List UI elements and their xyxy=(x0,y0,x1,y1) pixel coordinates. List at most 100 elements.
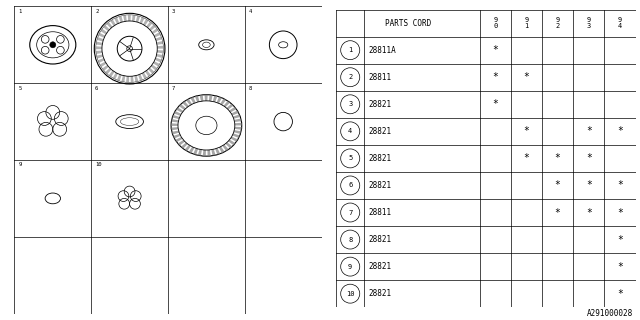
Polygon shape xyxy=(173,134,180,139)
Polygon shape xyxy=(200,95,204,101)
Polygon shape xyxy=(136,16,140,22)
Polygon shape xyxy=(154,32,161,37)
Text: 8: 8 xyxy=(248,85,252,91)
Text: 9
1: 9 1 xyxy=(524,17,529,29)
Polygon shape xyxy=(97,37,104,42)
Polygon shape xyxy=(205,95,207,101)
Polygon shape xyxy=(103,25,109,31)
Polygon shape xyxy=(123,15,127,21)
Text: 1: 1 xyxy=(19,9,22,14)
Text: 1: 1 xyxy=(348,47,353,53)
Text: PARTS CORD: PARTS CORD xyxy=(385,19,431,28)
Text: *: * xyxy=(492,72,499,82)
Polygon shape xyxy=(141,72,147,79)
Polygon shape xyxy=(145,70,151,77)
Text: *: * xyxy=(492,99,499,109)
Text: 8: 8 xyxy=(348,236,353,243)
Polygon shape xyxy=(225,142,232,148)
Polygon shape xyxy=(138,74,143,81)
Polygon shape xyxy=(215,148,220,155)
Polygon shape xyxy=(98,58,104,63)
Text: 28821: 28821 xyxy=(368,262,391,271)
Text: 2: 2 xyxy=(95,9,99,14)
Polygon shape xyxy=(227,104,234,110)
Text: *: * xyxy=(617,126,623,136)
Text: *: * xyxy=(555,153,561,164)
Polygon shape xyxy=(128,15,131,21)
Polygon shape xyxy=(156,36,162,41)
Polygon shape xyxy=(203,150,206,156)
Polygon shape xyxy=(172,119,179,123)
Polygon shape xyxy=(209,95,212,101)
Polygon shape xyxy=(132,15,136,21)
Polygon shape xyxy=(106,22,113,28)
Text: 28821: 28821 xyxy=(368,289,391,298)
Polygon shape xyxy=(96,46,102,49)
Polygon shape xyxy=(234,130,241,134)
Polygon shape xyxy=(110,20,116,26)
Polygon shape xyxy=(157,46,163,49)
Polygon shape xyxy=(143,19,148,26)
Polygon shape xyxy=(176,108,184,113)
Text: 2: 2 xyxy=(348,74,353,80)
Text: 9
0: 9 0 xyxy=(493,17,497,29)
Text: 9: 9 xyxy=(19,162,22,167)
Polygon shape xyxy=(189,147,195,153)
Text: 9: 9 xyxy=(348,264,353,270)
Text: 4: 4 xyxy=(248,9,252,14)
Polygon shape xyxy=(140,17,145,24)
Polygon shape xyxy=(156,54,163,58)
Polygon shape xyxy=(126,76,129,83)
Polygon shape xyxy=(155,58,161,62)
Text: *: * xyxy=(524,72,529,82)
Polygon shape xyxy=(223,101,230,107)
Text: 28821: 28821 xyxy=(368,154,391,163)
Polygon shape xyxy=(230,137,238,142)
Text: 4: 4 xyxy=(348,128,353,134)
Text: 6: 6 xyxy=(348,182,353,188)
Text: *: * xyxy=(524,126,529,136)
Polygon shape xyxy=(118,16,123,22)
Polygon shape xyxy=(185,145,191,151)
Text: *: * xyxy=(524,153,529,164)
Polygon shape xyxy=(157,41,163,45)
Polygon shape xyxy=(235,123,242,125)
Polygon shape xyxy=(190,97,196,104)
Polygon shape xyxy=(146,22,152,28)
Text: 9
2: 9 2 xyxy=(556,17,560,29)
Text: 3: 3 xyxy=(172,9,175,14)
Polygon shape xyxy=(97,54,103,59)
Text: 5: 5 xyxy=(19,85,22,91)
Polygon shape xyxy=(207,150,211,156)
Text: 28821: 28821 xyxy=(368,127,391,136)
Polygon shape xyxy=(195,96,200,102)
Text: 10: 10 xyxy=(95,162,102,167)
Polygon shape xyxy=(131,76,134,83)
Polygon shape xyxy=(152,28,158,34)
Polygon shape xyxy=(96,51,102,54)
Polygon shape xyxy=(219,147,225,153)
Polygon shape xyxy=(211,149,216,156)
Polygon shape xyxy=(171,123,178,126)
Polygon shape xyxy=(234,118,241,122)
Polygon shape xyxy=(100,29,108,35)
Text: *: * xyxy=(617,207,623,218)
Polygon shape xyxy=(198,149,202,156)
Text: *: * xyxy=(617,289,623,299)
Polygon shape xyxy=(174,111,181,116)
Text: 28811: 28811 xyxy=(368,73,391,82)
Text: 10: 10 xyxy=(346,291,355,297)
Polygon shape xyxy=(157,50,163,53)
Polygon shape xyxy=(99,33,105,38)
Polygon shape xyxy=(222,145,228,151)
Polygon shape xyxy=(172,131,179,134)
Polygon shape xyxy=(182,101,189,108)
Text: 28811: 28811 xyxy=(368,208,391,217)
Polygon shape xyxy=(233,115,241,119)
Text: 9
3: 9 3 xyxy=(587,17,591,29)
Polygon shape xyxy=(153,61,160,67)
Text: 28811A: 28811A xyxy=(368,46,396,55)
Text: 7: 7 xyxy=(172,85,175,91)
Circle shape xyxy=(50,42,56,48)
Polygon shape xyxy=(109,70,115,77)
